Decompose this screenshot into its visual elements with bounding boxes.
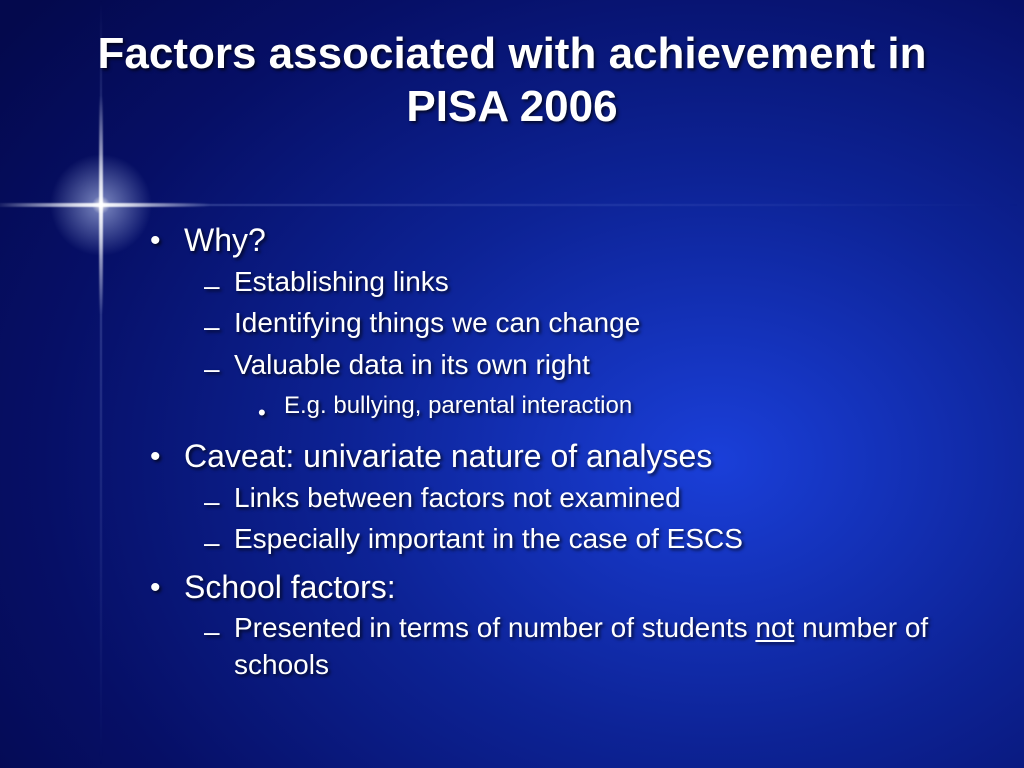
bullet-list-lvl1: Why? Establishing links Identifying thin… [150, 220, 964, 683]
bullet-item: Why? Establishing links Identifying thin… [150, 220, 964, 432]
slide: Factors associated with achievement in P… [0, 0, 1024, 768]
bullet-text: Presented in terms of number of students… [234, 610, 964, 683]
bullet-item: School factors: Presented in terms of nu… [150, 567, 964, 683]
bullet-marker-icon [150, 436, 184, 478]
bullet-text: Why? [184, 220, 964, 262]
bullet-marker-icon [150, 220, 184, 262]
bullet-item: Links between factors not examined [204, 480, 964, 522]
bullet-list-lvl3: E.g. bullying, parental interaction [258, 390, 964, 432]
bullet-marker-icon [258, 390, 284, 432]
dash-marker-icon [204, 264, 234, 306]
decoration-horizontal-line [0, 204, 1024, 206]
text-pre: Presented in terms of number of students [234, 612, 755, 643]
bullet-text: Identifying things we can change [234, 305, 964, 347]
underlined-word: not [755, 612, 794, 643]
bullet-item: Presented in terms of number of students… [204, 610, 964, 683]
dash-marker-icon [204, 347, 234, 389]
slide-title: Factors associated with achievement in P… [0, 28, 1024, 134]
bullet-item: Caveat: univariate nature of analyses Li… [150, 436, 964, 563]
bullet-item: Identifying things we can change [204, 305, 964, 347]
bullet-text: Establishing links [234, 264, 964, 306]
bullet-text: E.g. bullying, parental interaction [284, 390, 964, 432]
bullet-text: Valuable data in its own right [234, 347, 964, 389]
bullet-text: Caveat: univariate nature of analyses [184, 436, 964, 478]
bullet-item: Especially important in the case of ESCS [204, 521, 964, 563]
bullet-item: Valuable data in its own right E.g. bull… [204, 347, 964, 432]
bullet-list-lvl2: Establishing links Identifying things we… [204, 264, 964, 432]
bullet-list-lvl2: Links between factors not examined Espec… [204, 480, 964, 563]
slide-body: Why? Establishing links Identifying thin… [150, 220, 964, 687]
dash-marker-icon [204, 521, 234, 563]
bullet-list-lvl2: Presented in terms of number of students… [204, 610, 964, 683]
bullet-marker-icon [150, 567, 184, 609]
bullet-text: Links between factors not examined [234, 480, 964, 522]
dash-marker-icon [204, 610, 234, 683]
dash-marker-icon [204, 305, 234, 347]
dash-marker-icon [204, 480, 234, 522]
bullet-text: Especially important in the case of ESCS [234, 521, 964, 563]
bullet-item: Establishing links [204, 264, 964, 306]
bullet-item: E.g. bullying, parental interaction [258, 390, 964, 432]
bullet-text: School factors: [184, 567, 964, 609]
